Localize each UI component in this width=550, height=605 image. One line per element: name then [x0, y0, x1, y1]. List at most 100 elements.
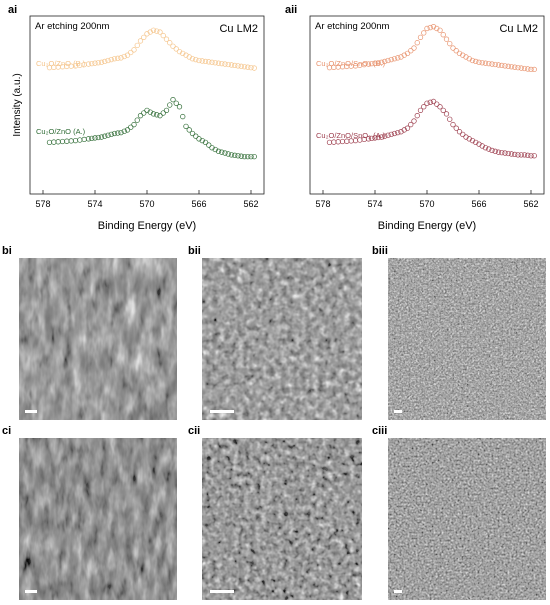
data-point [398, 129, 404, 135]
data-point [502, 150, 508, 156]
data-point [437, 27, 443, 33]
data-point [434, 25, 440, 32]
scale-bar [394, 410, 402, 413]
data-point [170, 97, 176, 103]
data-point [335, 139, 341, 145]
data-point [424, 25, 430, 32]
data-point [414, 40, 420, 46]
data-point [482, 60, 489, 66]
data-point [417, 34, 424, 41]
x-tick-label: 562 [243, 199, 258, 209]
data-point [163, 36, 170, 42]
data-point [528, 153, 534, 159]
data-point [124, 52, 131, 58]
data-point [121, 53, 127, 60]
data-point [378, 134, 385, 140]
annotation-cu-lm2: Cu LM2 [499, 23, 538, 35]
data-point [515, 152, 521, 158]
scale-bar [210, 590, 234, 593]
data-point [499, 149, 505, 156]
data-point [463, 54, 469, 60]
sem-row-c: ci cii ciii [2, 425, 546, 600]
data-point [427, 24, 433, 31]
data-point [365, 136, 372, 142]
data-point [248, 64, 254, 71]
data-point [391, 130, 398, 137]
data-point [131, 121, 137, 128]
sem-image-ci [19, 438, 177, 600]
data-point [447, 40, 453, 47]
data-point [421, 104, 427, 110]
sem-row-b: bi bii biii [2, 245, 546, 420]
data-point [382, 133, 388, 139]
data-point [437, 104, 443, 110]
data-point [72, 137, 79, 144]
data-point [375, 60, 381, 66]
data-point [518, 152, 524, 158]
plot-frame [309, 15, 545, 195]
data-point [385, 132, 391, 138]
data-point [199, 137, 205, 144]
data-point [157, 113, 163, 119]
data-point [160, 110, 166, 116]
data-point [202, 58, 209, 65]
data-point [154, 28, 160, 34]
data-point [196, 136, 202, 142]
data-point [430, 24, 437, 30]
data-point [160, 32, 166, 39]
data-point [222, 150, 228, 156]
data-point [495, 62, 502, 68]
data-point [235, 63, 241, 69]
data-point [525, 66, 531, 72]
data-point [456, 50, 463, 57]
data-point [531, 66, 537, 73]
series-label-cu2o-zno-b: Cu₂O/ZnO (B.) [36, 59, 86, 68]
data-point [505, 63, 511, 69]
data-point [440, 107, 446, 113]
data-point [395, 55, 401, 61]
data-point [176, 104, 183, 110]
x-tick-label: 574 [87, 199, 102, 209]
data-point [456, 129, 463, 135]
annotation-cu-lm2: Cu LM2 [219, 23, 258, 35]
data-point [111, 130, 118, 137]
data-point [228, 62, 235, 68]
plot-frame [29, 15, 265, 195]
data-point [508, 64, 515, 70]
data-point [150, 111, 157, 117]
data-point [531, 153, 537, 159]
data-point [401, 127, 407, 133]
scale-bar [25, 590, 37, 593]
data-point [486, 146, 492, 152]
sem-image-bi [19, 258, 177, 420]
data-point [186, 127, 192, 133]
data-point [440, 32, 446, 38]
data-point [450, 121, 456, 128]
data-point [163, 107, 170, 113]
data-point [108, 131, 114, 138]
data-point [450, 45, 456, 51]
data-point [206, 59, 212, 65]
data-point [404, 50, 411, 57]
series-label-cu2o-zno-sno2-b: Cu₂O/ZnO/SnO₂ (B.) [316, 59, 386, 68]
data-point [219, 149, 225, 155]
data-point [421, 30, 427, 36]
data-point [492, 61, 498, 68]
sem-image-ciii [388, 438, 546, 600]
data-point [189, 130, 196, 137]
panel-label-cii: cii [188, 425, 200, 437]
data-point [219, 60, 225, 67]
data-point [202, 139, 209, 146]
data-point [382, 58, 388, 65]
x-tick-label: 570 [419, 199, 434, 209]
data-point [453, 125, 459, 131]
data-point [105, 132, 111, 138]
x-tick-label: 566 [191, 199, 206, 209]
data-point [469, 137, 476, 144]
data-point [512, 151, 518, 158]
data-point [115, 130, 121, 136]
data-point [489, 147, 495, 154]
data-point [430, 98, 437, 105]
data-point [85, 61, 92, 67]
data-point [476, 59, 482, 65]
